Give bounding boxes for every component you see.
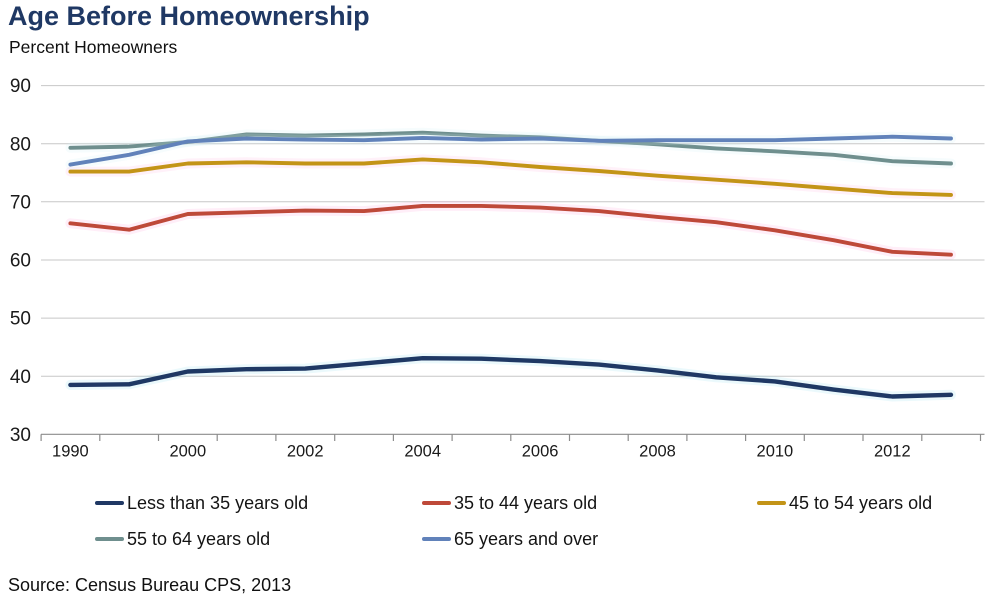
y-axis-label: 40: [10, 367, 31, 388]
x-axis-label: 2008: [639, 443, 676, 461]
legend-dash-icon: [422, 536, 451, 542]
legend-dash-icon: [757, 500, 786, 506]
legend-item-45-to-54: 45 to 54 years old: [757, 493, 932, 513]
x-axis-label: 2000: [169, 443, 206, 461]
x-axis-label: 2012: [874, 443, 911, 461]
chart-title: Age Before Homeownership: [8, 1, 370, 31]
legend-item-35-to-44: 35 to 44 years old: [422, 493, 597, 513]
x-axis-label: 2010: [757, 443, 794, 461]
x-axis-label: 2002: [287, 443, 324, 461]
x-axis-label: 2006: [522, 443, 559, 461]
legend-dash-icon: [422, 500, 451, 506]
legend-dash-icon: [95, 536, 124, 542]
legend-label: 45 to 54 years old: [789, 492, 933, 513]
legend-label: 35 to 44 years old: [454, 492, 598, 513]
y-axis-label: 50: [10, 309, 31, 330]
series-line-4: [68, 134, 953, 167]
legend-dash-icon: [95, 500, 124, 506]
source-note: Source: Census Bureau CPS, 2013: [8, 575, 292, 595]
legend-item-less-than-35: Less than 35 years old: [95, 493, 308, 513]
y-axis-label: 30: [10, 425, 31, 446]
series-line-0: [68, 356, 954, 399]
y-axis-label: 60: [10, 251, 31, 272]
legend-item-65-and-over: 65 years and over: [422, 529, 598, 549]
y-axis-label: 70: [10, 192, 31, 213]
legend-label: Less than 35 years old: [127, 492, 309, 513]
x-axis-label: 1990: [52, 443, 89, 461]
line-chart: 90 80 70 60 50 40 30 1990 2000 2002 2004 2006 2008 20…: [10, 76, 985, 461]
legend-label: 65 years and over: [454, 528, 599, 549]
series-line-1: [68, 203, 953, 257]
legend-item-55-to-64: 55 to 64 years old: [95, 529, 270, 549]
series-line-2: [68, 157, 953, 197]
series-line-glow: [65, 353, 956, 402]
y-axis-label: 80: [10, 134, 31, 155]
x-axis-label: 2004: [404, 443, 441, 461]
chart-subtitle: Percent Homeowners: [9, 37, 178, 57]
legend-label: 55 to 64 years old: [127, 528, 271, 549]
y-axis-label: 90: [10, 76, 31, 97]
